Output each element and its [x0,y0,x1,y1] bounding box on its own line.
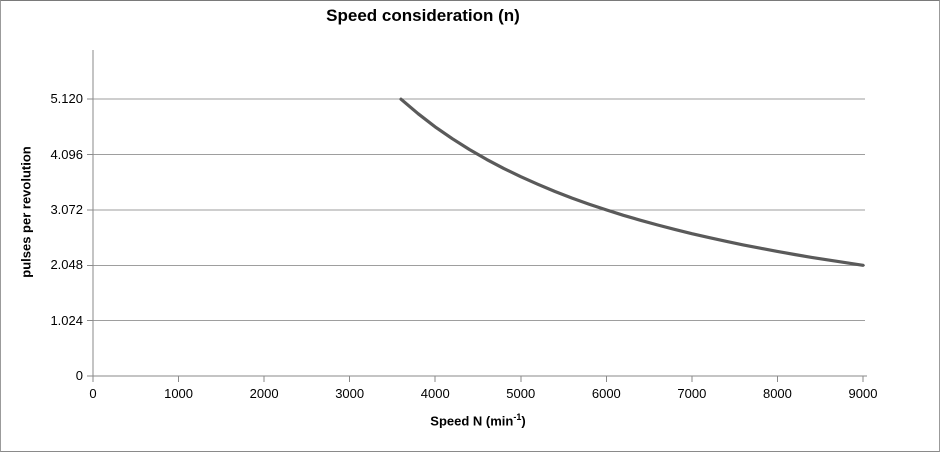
x-tick-label: 8000 [762,386,792,401]
y-tick-label: 4.096 [50,146,83,162]
x-tick-label: 3000 [335,386,365,401]
y-tick-label: 0 [75,368,83,383]
y-tick-label: 2.048 [50,257,83,273]
x-tick-label: 6000 [591,386,621,401]
x-tick-label: 1000 [164,386,194,401]
x-tick-label: 7000 [677,386,707,401]
x-axis-title-close: ) [521,413,526,429]
x-tick-label: 2000 [249,386,279,401]
y-tick-label: 1.024 [50,312,83,328]
chart-title: Speed consideration (n) [326,6,520,25]
x-axis-title: Speed N (min-1) [430,412,525,428]
x-axis-title-text: Speed N (min [430,413,514,429]
series-curve [399,97,865,267]
y-tick-label: 5.120 [50,91,83,107]
x-tick-label: 0 [89,386,97,401]
x-tick-label: 5000 [506,386,536,401]
x-tick-label: 4000 [420,386,450,401]
y-tick-label: 3.072 [50,201,83,217]
x-axis-title-superscript: -1 [513,412,522,422]
x-tick-label: 9000 [848,386,878,401]
